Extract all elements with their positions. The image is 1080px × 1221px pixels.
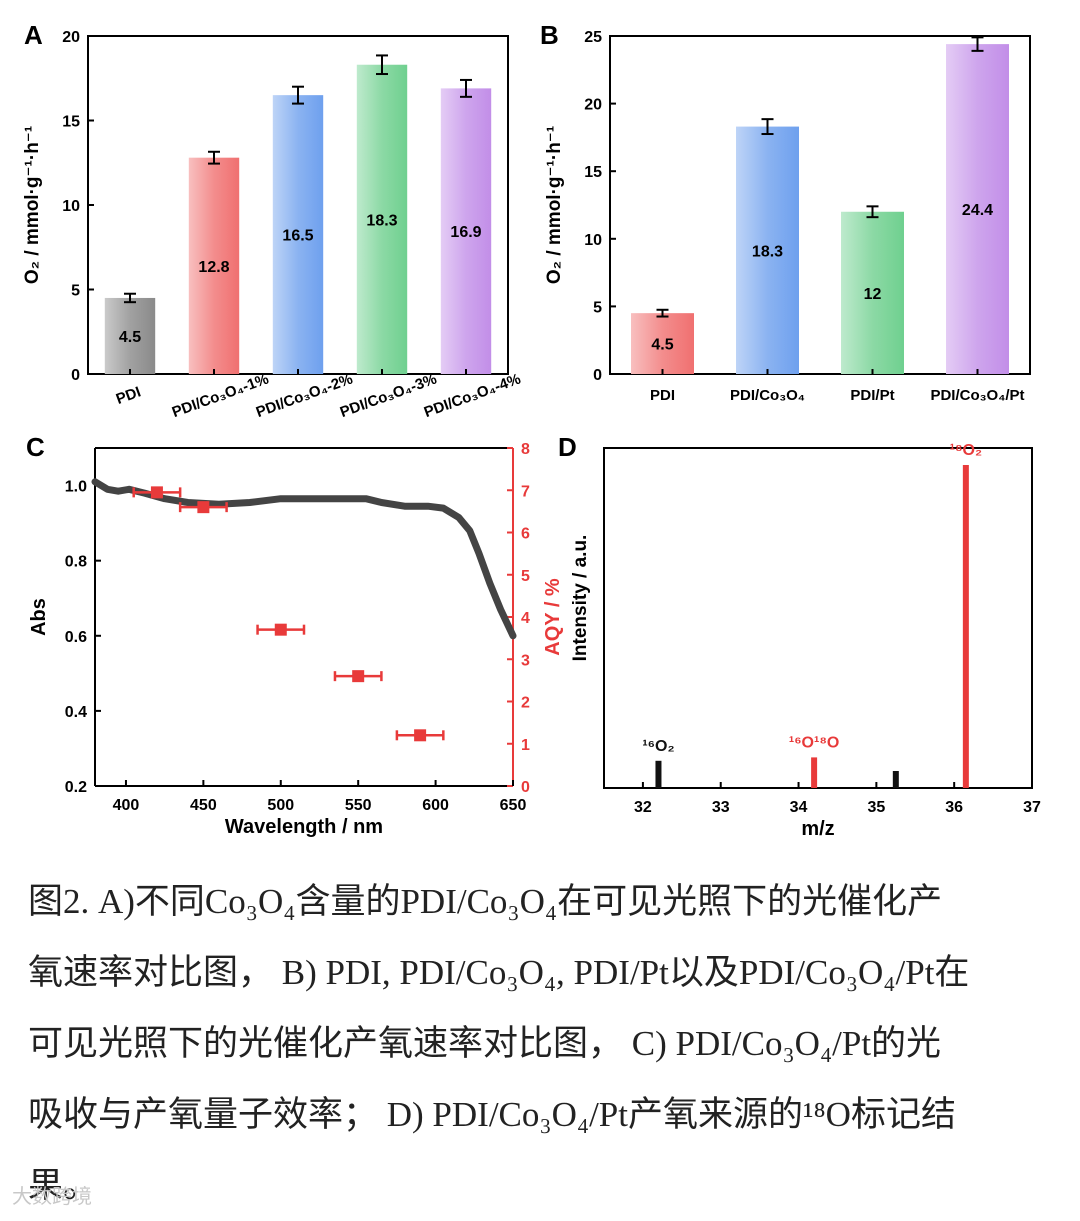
y-tick-label: 0	[71, 367, 80, 384]
y-tick-label: 15	[584, 164, 602, 181]
x-tick-label: 37	[1023, 799, 1041, 816]
x-tick-label: PDI/Pt	[850, 387, 894, 404]
x-axis-label: Wavelength / nm	[225, 816, 383, 838]
bar	[440, 88, 492, 374]
peak-bar	[892, 771, 899, 788]
caption-line: 可见光照下的光催化产氧速率对比图， C) PDI/Co₃O₄/Pt的光	[28, 1024, 942, 1063]
y-tick-label: 20	[62, 29, 80, 46]
x-tick-label: PDI/Co₃O₄-4%	[422, 370, 523, 421]
aqy-point	[150, 486, 163, 499]
aqy-point	[352, 670, 365, 683]
peak-label: ¹⁶O¹⁸O	[789, 734, 839, 751]
x-tick-label: 650	[500, 797, 527, 814]
x-tick-label: 36	[945, 799, 963, 816]
aqy-point	[197, 501, 210, 514]
bar	[631, 313, 694, 374]
data-label: 16.5	[282, 228, 313, 245]
data-label: 16.9	[450, 224, 481, 241]
x-tick-label: 35	[867, 799, 885, 816]
x-tick-label: 600	[422, 797, 449, 814]
panel-letter: C	[26, 432, 45, 462]
y-tick-label: 0.2	[65, 779, 87, 796]
x-tick-label: PDI	[650, 387, 675, 404]
bar	[736, 126, 799, 374]
panel-letter: D	[558, 432, 577, 462]
peak-bar	[655, 760, 662, 788]
data-label: 4.5	[119, 329, 141, 346]
x-tick-label: 33	[712, 799, 730, 816]
data-label: 18.3	[752, 243, 783, 260]
y-axis-label: O₂ / mmol·g⁻¹·h⁻¹	[544, 126, 565, 284]
y-tick-label: 5	[593, 299, 602, 316]
caption-line: 氧速率对比图， B) PDI, PDI/Co₃O₄, PDI/Pt以及PDI/C…	[28, 953, 970, 992]
x-tick-label: PDI/Co₃O₄	[730, 387, 805, 404]
bar	[946, 44, 1009, 374]
x-axis-label: m/z	[801, 818, 834, 840]
y2-tick-label: 4	[521, 610, 530, 627]
y-tick-label: 0.8	[65, 554, 87, 571]
y2-tick-label: 1	[521, 737, 530, 754]
x-tick-label: PDI/Co₃O₄/Pt	[930, 387, 1024, 404]
y-tick-label: 1.0	[65, 479, 87, 496]
watermark: 大数跨境	[12, 1184, 92, 1208]
bar	[188, 157, 240, 374]
panel-a: A 0 5 10 15 20 O₂ / mmol·g⁻¹·h⁻¹ 4.5 PDI 12.8 PDI/…	[22, 20, 523, 421]
y2-tick-label: 2	[521, 695, 530, 712]
y-axis-label: O₂ / mmol·g⁻¹·h⁻¹	[22, 126, 43, 284]
caption-line: 图2. A)不同Co₃O₄含量的PDI/Co₃O₄在可见光照下的光催化产	[28, 882, 943, 921]
aqy-point	[414, 729, 427, 742]
y2-tick-label: 8	[521, 441, 530, 458]
x-tick-label: PDI	[114, 384, 143, 409]
caption-line: 吸收与产氧量子效率； D) PDI/Co₃O₄/Pt产氧来源的¹⁸O标记结	[28, 1095, 956, 1134]
y-tick-label: 5	[71, 283, 80, 300]
y-tick-label: 0.6	[65, 629, 87, 646]
bar	[841, 211, 904, 374]
bar	[356, 64, 408, 374]
y-tick-label: 25	[584, 29, 602, 46]
data-label: 24.4	[962, 202, 993, 219]
caption-line: 果。	[28, 1166, 99, 1205]
y-axis-label: Intensity / a.u.	[570, 535, 591, 662]
plot-frame	[603, 447, 1033, 789]
bar	[272, 95, 324, 375]
y-tick-label: 0	[593, 367, 602, 384]
y-tick-label: 20	[584, 97, 602, 114]
bar	[104, 297, 156, 374]
x-tick-label: 550	[345, 797, 372, 814]
y-tick-label: 10	[62, 198, 80, 215]
y2-tick-label: 3	[521, 652, 530, 669]
x-tick-label: 450	[190, 797, 217, 814]
y2-tick-label: 6	[521, 526, 530, 543]
y-axis-label: Abs	[28, 598, 50, 636]
y-tick-label: 10	[584, 232, 602, 249]
panel-b: B 0 5 10 15 20 25 O₂ / mmol·g⁻¹·h⁻¹ 4.5 PDI 18.3 PD…	[540, 20, 1031, 404]
panel-d: D 32 33 34 35 36 37 m/z Intensity / a.u. ¹⁶O₂ ¹⁶O¹…	[558, 432, 1041, 840]
data-label: 18.3	[366, 212, 397, 229]
y-tick-label: 15	[62, 114, 80, 131]
aqy-point	[274, 623, 287, 636]
x-tick-label: 32	[634, 799, 652, 816]
y2-tick-label: 7	[521, 483, 530, 500]
x-tick-label: 400	[113, 797, 140, 814]
panel-c: C 0.2 0.4 0.6 0.8 1.0 0 1 2 3 4 5 6 7 8 400 450 500 550 600…	[26, 432, 564, 838]
peak-label: ¹⁸O₂	[950, 442, 982, 459]
y-tick-label: 0.4	[65, 704, 87, 721]
peak-bar	[811, 757, 818, 788]
x-tick-label: 34	[790, 799, 808, 816]
absorbance-line	[91, 478, 517, 640]
data-label: 12	[864, 286, 882, 303]
peak-bar	[962, 465, 969, 788]
panel-letter: A	[24, 20, 43, 50]
data-label: 12.8	[198, 259, 229, 276]
panel-letter: B	[540, 20, 559, 50]
y2-tick-label: 5	[521, 568, 530, 585]
x-tick-label: 500	[267, 797, 294, 814]
plot-frame	[609, 35, 1031, 375]
data-label: 4.5	[651, 337, 673, 354]
figure-caption: 图2. A)不同Co₃O₄含量的PDI/Co₃O₄在可见光照下的光催化产 氧速率…	[28, 866, 1058, 1221]
y2-tick-label: 0	[521, 779, 530, 796]
y2-axis-label: AQY / %	[542, 578, 564, 656]
peak-label: ¹⁶O₂	[642, 738, 674, 755]
